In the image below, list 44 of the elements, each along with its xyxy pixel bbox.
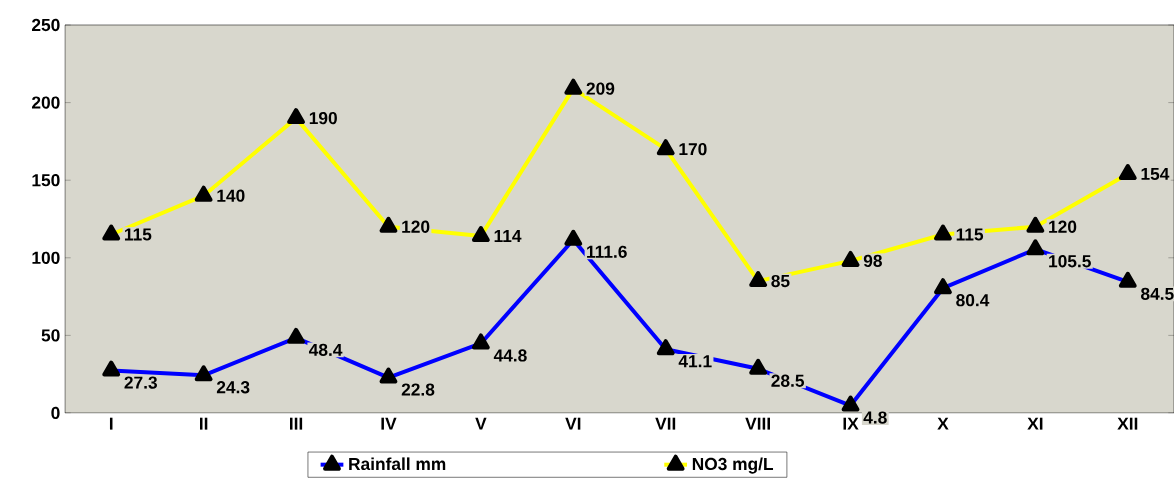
data-label: 80.4: [956, 294, 990, 307]
data-label: 111.6: [587, 245, 627, 258]
legend-label: Rainfall mm: [349, 457, 446, 471]
x-tick-label: XII: [1117, 417, 1138, 430]
y-tick-label: 100: [32, 251, 60, 264]
legend-label: NO3 mg/L: [692, 457, 774, 474]
data-label: 140: [217, 189, 245, 202]
x-tick-label: VIII: [745, 417, 770, 430]
x-tick-label: X: [937, 417, 949, 430]
data-label: 4.8: [863, 411, 887, 424]
y-tick-label: 200: [31, 96, 60, 109]
data-label: 115: [956, 228, 984, 241]
data-label: 98: [863, 254, 882, 268]
data-label: 190: [309, 111, 337, 125]
data-label: 154: [1141, 167, 1170, 181]
x-tick-label: XI: [1027, 417, 1043, 430]
x-tick-label: VII: [655, 417, 676, 430]
x-tick-label: I: [109, 417, 113, 430]
x-tick-label: IX: [843, 417, 859, 430]
data-label: 115: [124, 228, 152, 241]
data-label: 24.3: [216, 381, 250, 394]
x-tick-label: VI: [565, 417, 581, 430]
data-label: 44.8: [493, 349, 527, 362]
y-tick-label: 0: [51, 406, 60, 420]
x-tick-label: V: [475, 417, 487, 430]
data-label: 170: [679, 143, 707, 156]
x-tick-label: II: [199, 417, 208, 430]
data-label: 120: [402, 220, 430, 233]
data-label: 22.8: [401, 383, 435, 396]
y-tick-label: 150: [32, 174, 60, 187]
data-label: 84.5: [1141, 287, 1174, 300]
data-label: 41.1: [678, 355, 712, 368]
data-label: 48.4: [308, 343, 343, 357]
data-label: 105.5: [1049, 255, 1091, 268]
data-label: 209: [586, 82, 615, 95]
x-tick-label: IV: [381, 417, 397, 430]
x-tick-label: III: [289, 417, 303, 430]
y-tick-label: 250: [31, 18, 60, 32]
data-label: 27.3: [124, 376, 157, 389]
data-label: 28.5: [771, 374, 805, 387]
data-label: 114: [494, 230, 522, 243]
y-tick-label: 50: [41, 329, 60, 342]
data-label: 120: [1049, 220, 1077, 233]
data-label: 85: [771, 274, 790, 288]
